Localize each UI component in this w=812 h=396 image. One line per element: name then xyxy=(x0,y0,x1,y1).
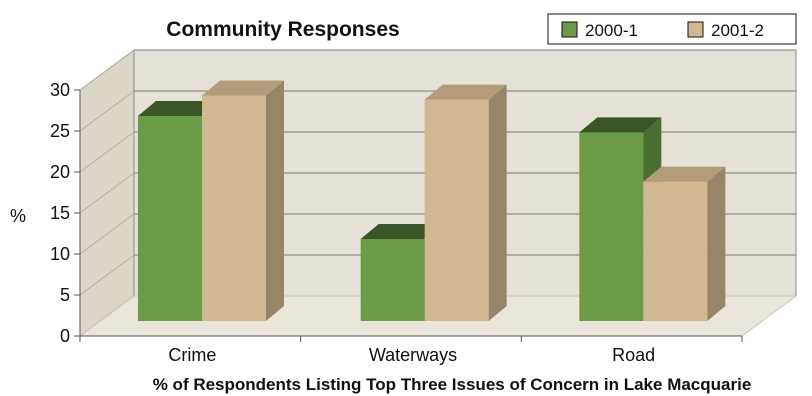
bar-top xyxy=(643,166,726,182)
legend-swatch xyxy=(561,21,578,38)
bar-top xyxy=(202,80,284,96)
bar-side xyxy=(266,80,284,321)
gridline-side xyxy=(79,172,135,214)
legend-label: 2000-1 xyxy=(585,21,638,40)
y-tick-label: 20 xyxy=(50,162,70,182)
bar-side xyxy=(488,84,507,321)
axes xyxy=(74,89,743,342)
gridline-side xyxy=(79,90,135,132)
y-tick-label: 30 xyxy=(50,80,70,100)
gridline-side xyxy=(79,131,135,173)
legend-box xyxy=(547,13,797,45)
bar-crime-2001-2 xyxy=(202,95,266,321)
bar-top xyxy=(424,84,507,100)
bar-top xyxy=(579,117,662,133)
category-labels: Crime Waterways Road xyxy=(168,345,655,365)
bar-crime-2000-1 xyxy=(138,116,202,321)
category-label: Road xyxy=(612,345,655,365)
bar-side xyxy=(707,166,726,321)
gridline-side xyxy=(79,254,135,296)
y-axis-label: % xyxy=(10,206,26,226)
x-axis-label: % of Respondents Listing Top Three Issue… xyxy=(153,375,752,394)
category-label: Crime xyxy=(168,345,216,365)
y-tick-label: 15 xyxy=(50,203,70,223)
y-tick-label: 10 xyxy=(50,244,70,264)
gridline-side xyxy=(79,49,135,91)
y-tick-label: 25 xyxy=(50,121,70,141)
legend-label: 2001-2 xyxy=(711,21,764,40)
bar-road-2000-1 xyxy=(579,132,644,321)
bars xyxy=(138,80,726,322)
legend: 2000-1 2001-2 xyxy=(547,13,797,45)
bar-top xyxy=(360,224,443,239)
bar-top xyxy=(138,101,220,116)
legend-swatch xyxy=(687,21,704,38)
y-tick-label: 5 xyxy=(60,285,70,305)
category-label: Waterways xyxy=(369,345,457,365)
chart-title: Community Responses xyxy=(166,18,399,41)
y-tick-labels: 0 5 10 15 20 25 30 xyxy=(50,80,70,346)
gridline-side xyxy=(79,213,135,255)
bar-road-2001-2 xyxy=(643,181,708,321)
bar-waterways-2001-2 xyxy=(424,99,489,321)
y-tick-label: 0 xyxy=(60,326,70,346)
bar-waterways-2000-1 xyxy=(360,239,425,321)
